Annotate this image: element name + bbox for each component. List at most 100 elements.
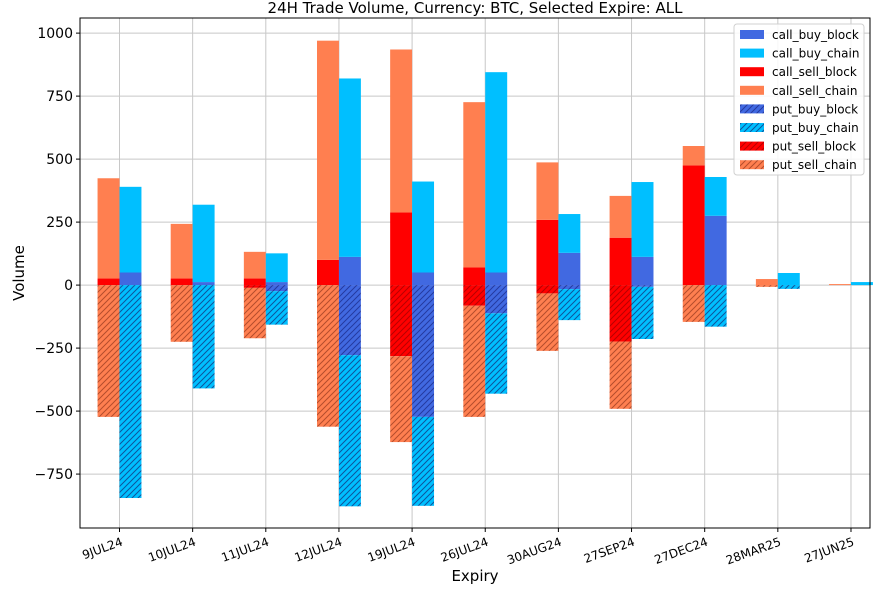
bar-put_sell_chain [97,285,120,417]
x-tick-label: 19JUL24 [366,535,417,565]
x-tick-label: 11JUL24 [219,535,270,565]
x-tick-label: 30AUG24 [505,535,563,568]
bar-call_sell_block [243,278,266,286]
legend-swatch-call_sell_block [740,67,764,77]
bar-put_sell_block [243,285,266,288]
bar-call_buy_chain [704,176,727,216]
bar-put_sell_chain [317,285,339,427]
bar-call_sell_chain [463,102,486,268]
bar-call_sell_block [536,219,559,286]
bar-call_buy_chain [850,282,873,286]
legend-label: call_buy_chain [772,47,859,61]
y-tick-label: −250 [35,341,73,357]
legend-swatch-put_buy_chain [740,123,764,132]
legend-label: put_sell_block [772,140,856,154]
plot-frame [79,17,871,529]
bar-call_sell_block [170,278,193,286]
bar-call_sell_block [97,278,120,286]
bar-call_buy_block [265,282,288,286]
y-axis-label: Volume [10,245,28,301]
bar-call_sell_chain [317,40,339,260]
bar-put_sell_chain [682,285,705,322]
bar-call_sell_chain [170,223,193,279]
x-tick-label: 27SEP24 [582,535,637,566]
bar-call_sell_block [317,259,339,286]
bar-call_sell_chain [390,49,413,213]
bar-put_sell_chain [170,285,193,342]
bar-call_buy_block [485,272,508,286]
legend-swatch-call_sell_chain [740,85,764,95]
bar-put_sell_chain [609,341,632,409]
bar-call_buy_block [192,282,215,286]
legend-label: call_sell_block [772,65,857,79]
bar-put_sell_block [536,285,559,294]
x-axis-label: Expiry [451,567,498,585]
chart-title: 24H Trade Volume, Currency: BTC, Selecte… [268,0,684,17]
bar-call_buy_block [631,256,654,286]
legend-swatch-call_buy_block [740,30,764,39]
bar-put_buy_chain [704,285,727,327]
bar-put_buy_chain [631,286,654,340]
bar-put_buy_block [265,285,288,292]
y-tick-label: 0 [64,278,73,294]
legend-box [733,23,865,176]
bar-call_buy_block [119,272,142,286]
legend-swatch-call_buy_chain [740,48,764,58]
bar-call_sell_block [390,212,413,286]
bar-call_buy_chain [338,78,361,257]
bar-call_sell_chain [829,284,851,286]
bar-put_sell_chain [463,305,486,417]
bar-put_buy_block [558,285,581,290]
y-tick-label: −750 [35,467,73,483]
bar-put_sell_block [463,285,486,306]
bar-call_buy_chain [485,72,508,273]
bar-call_buy_block [558,252,581,286]
y-tick-label: 500 [46,152,73,168]
bar-put_buy_block [338,285,361,356]
y-tick-label: 750 [46,89,73,105]
bar-call_sell_chain [536,162,559,220]
bar-put_buy_chain [265,291,288,325]
bar-put_buy_block [412,285,435,417]
x-tick-label: 28MAR25 [724,535,783,568]
bar-call_buy_chain [631,182,654,257]
bar-call_sell_block [609,237,632,286]
legend-label: call_sell_chain [772,84,857,98]
bar-call_sell_chain [609,195,632,238]
legend-label: put_buy_block [772,102,858,116]
bar-call_buy_block [704,215,727,286]
bars [97,40,873,507]
x-tick-label: 27DEC24 [653,535,710,567]
bar-call_sell_block [682,165,705,286]
bar-call_buy_chain [777,273,800,286]
bar-put_buy_chain [412,416,435,506]
bar-call_sell_chain [682,146,705,166]
bar-put_buy_chain [777,285,800,289]
x-tick-label: 12JUL24 [293,535,344,565]
y-tick-label: 1000 [37,26,73,42]
bar-put_sell_block [609,285,632,342]
bar-put_sell_block [390,285,413,357]
bar-call_buy_chain [119,186,142,273]
bar-call_sell_chain [755,279,778,286]
bar-call_buy_chain [558,214,581,253]
legend-swatch-put_buy_block [740,104,764,114]
legend-label: put_buy_chain [772,121,859,135]
x-tick-label: 27JUN25 [803,535,857,566]
bar-put_buy_chain [485,313,508,394]
y-tick-label: 250 [46,215,73,231]
bar-call_buy_chain [265,253,288,283]
bar-call_buy_block [338,256,361,286]
bar-put_sell_chain [755,285,778,287]
legend-label: put_sell_chain [772,158,857,172]
bar-put_buy_chain [558,289,581,321]
bar-put_sell_chain [243,287,266,339]
bar-put_buy_chain [192,285,215,389]
y-tick-label: −500 [35,404,73,420]
bar-put_sell_chain [536,293,559,351]
bar-call_buy_chain [412,181,435,273]
legend-swatch-put_sell_chain [740,160,764,170]
bar-put_buy_block [631,285,654,287]
bar-put_buy_chain [119,285,142,499]
